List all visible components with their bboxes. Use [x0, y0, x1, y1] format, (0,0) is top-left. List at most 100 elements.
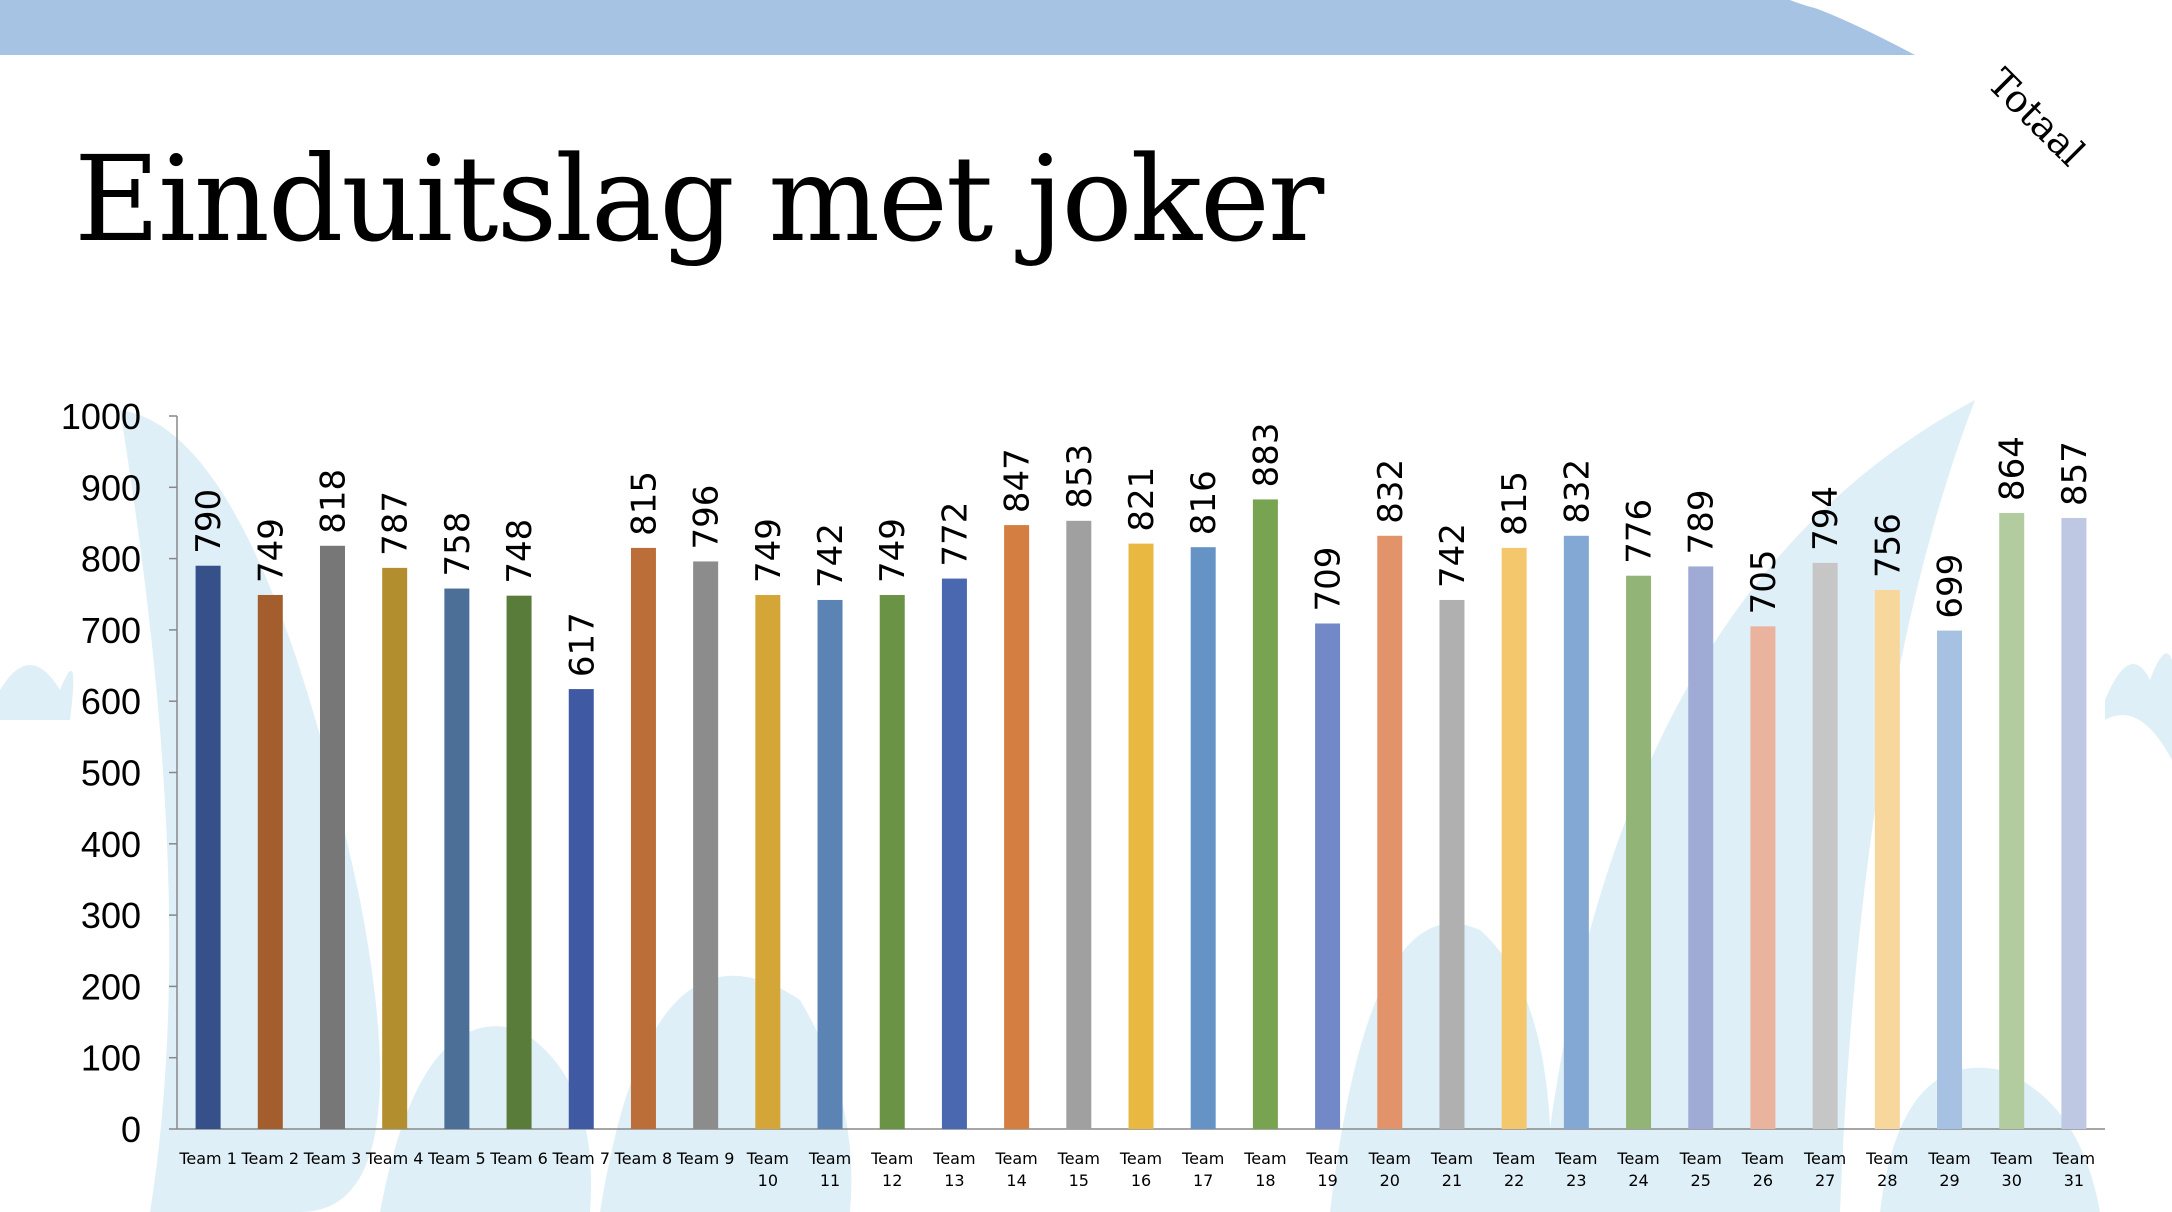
data-label: 790 [189, 489, 229, 554]
bar [1377, 535, 1403, 1129]
x-tick-label: Team 2 [241, 1149, 300, 1168]
data-label: 758 [438, 512, 478, 577]
bar [1999, 512, 2025, 1129]
data-label: 699 [1931, 554, 1971, 619]
x-tick-label: 28 [1877, 1171, 1897, 1190]
data-label: 832 [1557, 459, 1597, 524]
x-tick-label: 21 [1442, 1171, 1462, 1190]
data-label: 789 [1682, 490, 1722, 555]
data-label: 864 [1993, 436, 2033, 501]
y-tick-label: 200 [81, 966, 141, 1007]
x-tick-label: Team [1803, 1149, 1846, 1168]
x-tick-label: Team [1554, 1149, 1597, 1168]
bar [1004, 525, 1030, 1129]
bar [1937, 630, 1963, 1129]
x-tick-label: Team [1616, 1149, 1659, 1168]
x-tick-label: Team 7 [551, 1149, 610, 1168]
y-tick-label: 600 [81, 681, 141, 722]
x-tick-label: 23 [1566, 1171, 1586, 1190]
y-tick-label: 900 [81, 467, 141, 508]
bar [506, 595, 532, 1129]
x-tick-label: Team [870, 1149, 913, 1168]
x-tick-label: 29 [1939, 1171, 1959, 1190]
x-tick-label: Team [808, 1149, 851, 1168]
x-tick-label: Team [1430, 1149, 1473, 1168]
x-tick-label: 25 [1691, 1171, 1711, 1190]
data-label: 818 [313, 469, 353, 534]
bar [755, 594, 781, 1129]
data-label: 787 [376, 491, 416, 556]
x-tick-label: 11 [820, 1171, 840, 1190]
data-label: 617 [562, 612, 602, 677]
data-label: 749 [873, 518, 913, 583]
y-tick-label: 700 [81, 610, 141, 651]
x-tick-label: 13 [944, 1171, 964, 1190]
data-label: 772 [935, 502, 975, 567]
x-tick-label: Team 6 [489, 1149, 548, 1168]
x-tick-label: Team [2052, 1149, 2095, 1168]
data-label: 832 [1371, 459, 1411, 524]
x-tick-label: 30 [2002, 1171, 2022, 1190]
data-label: 847 [998, 448, 1038, 513]
data-label: 776 [1620, 499, 1660, 564]
bar [382, 567, 408, 1129]
bar [630, 547, 656, 1129]
bar [1128, 543, 1154, 1129]
x-tick-label: Team [932, 1149, 975, 1168]
bar [879, 594, 905, 1129]
data-label: 857 [2055, 441, 2095, 506]
bar [693, 561, 719, 1129]
bar [568, 689, 594, 1129]
data-label: 816 [1184, 470, 1224, 535]
bar [1439, 599, 1465, 1129]
bar [1688, 566, 1714, 1129]
bar [1563, 535, 1589, 1129]
x-tick-label: Team 3 [303, 1149, 362, 1168]
x-tick-label: 27 [1815, 1171, 1835, 1190]
x-tick-label: Team [1990, 1149, 2033, 1168]
x-tick-label: 18 [1255, 1171, 1275, 1190]
x-tick-label: Team [1243, 1149, 1286, 1168]
x-tick-label: Team [1119, 1149, 1162, 1168]
bar [1750, 626, 1776, 1129]
x-tick-label: Team [1492, 1149, 1535, 1168]
y-tick-label: 300 [81, 895, 141, 936]
x-tick-label: Team [1305, 1149, 1348, 1168]
x-tick-label: 19 [1317, 1171, 1337, 1190]
bar [1874, 589, 1900, 1129]
x-tick-label: Team 8 [614, 1149, 673, 1168]
x-tick-label: 17 [1193, 1171, 1213, 1190]
x-tick-label: 12 [882, 1171, 902, 1190]
x-tick-label: Team 5 [427, 1149, 486, 1168]
bar [195, 565, 221, 1129]
x-tick-label: Team [994, 1149, 1037, 1168]
bar [1315, 623, 1341, 1129]
x-tick-label: 22 [1504, 1171, 1524, 1190]
bar [257, 594, 283, 1129]
data-label: 815 [624, 471, 664, 536]
data-label: 794 [1806, 486, 1846, 551]
data-label: 853 [1060, 444, 1100, 509]
y-tick-label: 400 [81, 824, 141, 865]
data-label: 709 [1309, 547, 1349, 612]
data-label: 796 [687, 485, 727, 550]
x-tick-label: Team 9 [676, 1149, 735, 1168]
bar [444, 588, 470, 1129]
data-label: 756 [1868, 513, 1908, 578]
bar [1501, 547, 1527, 1129]
bar [2061, 517, 2087, 1129]
x-tick-label: 20 [1380, 1171, 1400, 1190]
slide-title: Einduitslag met joker [74, 130, 1324, 268]
bar [319, 545, 345, 1129]
x-tick-label: 15 [1069, 1171, 1089, 1190]
data-label: 749 [749, 518, 789, 583]
bar [1066, 520, 1092, 1129]
x-tick-label: 24 [1628, 1171, 1648, 1190]
y-tick-label: 0 [121, 1109, 141, 1150]
x-tick-label: 14 [1006, 1171, 1026, 1190]
data-label: 742 [1433, 523, 1473, 588]
y-tick-label: 1000 [61, 396, 141, 437]
data-label: 705 [1744, 549, 1784, 614]
data-label: 883 [1246, 423, 1286, 488]
